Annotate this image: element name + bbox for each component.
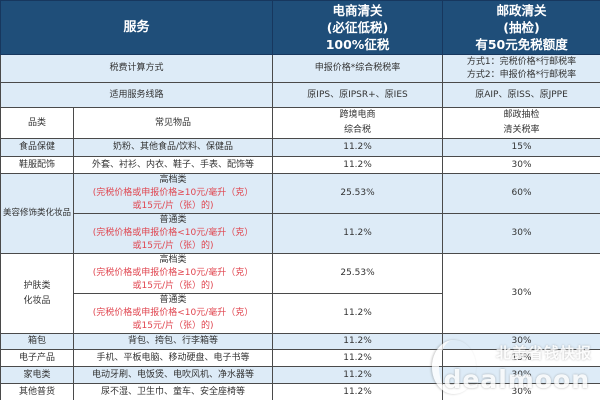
tax-method-postal: 方式1：完税价格*行邮税率 方式2：申报价格*行邮税率 [442, 54, 600, 83]
postal-rate-cell: 30% [442, 156, 600, 174]
category-column-header: 品类 [0, 107, 74, 139]
ecommerce-rate-cell: 11.2% [272, 138, 444, 157]
beauty-normal-condition-cont: 或15元/片（张）的) [132, 241, 214, 251]
items-cell: 电动牙刷、电饭煲、电吹风机、净水器等 [72, 366, 274, 384]
ecommerce-rate-cell: 11.2% [272, 213, 444, 254]
postal-rate-cell: 30% [442, 213, 600, 254]
items-cell: 手机、平板电脑、移动硬盘、电子书等 [72, 349, 274, 367]
service-lines-row: 适用服务线路 原IPS、原IPSR+、原IES 原AIP、原ISS、原JPPE [0, 82, 600, 108]
items-cell: 奶粉、其他食品/饮料、保健品 [72, 138, 274, 157]
skincare-high-label: 高档类 [159, 255, 187, 265]
skincare-postal-rate-cell: 30% [442, 253, 600, 334]
beauty-normal-label: 普通类 [159, 215, 187, 225]
table-row: 鞋服配饰 外套、衬衫、内衣、鞋子、手表、配饰等 11.2% 30% [0, 156, 600, 174]
category-cell: 食品保健 [0, 138, 74, 157]
service-lines-postal: 原AIP、原ISS、原JPPE [442, 82, 600, 108]
skincare-high-condition: (完税价格或申报价格≥10元/毫升（克） [92, 268, 254, 278]
ecommerce-rate-cell: 11.2% [272, 333, 444, 350]
beauty-high-label: 高档类 [159, 175, 187, 185]
skincare-category-line2: 化妆品 [23, 295, 51, 306]
skincare-normal-label: 普通类 [159, 295, 187, 305]
category-cell: 箱包 [0, 333, 74, 350]
postal-header: 邮政清关 (抽检) 有50元免税额度 [442, 0, 600, 55]
postal-rate-header-line1: 邮政抽检 [503, 110, 540, 120]
column-header-row: 品类 常见物品 跨境电商 综合税 邮政抽检 清关税率 [0, 107, 600, 139]
beauty-high-row: 美容修饰类化妆品 高档类 (完税价格或申报价格≥10元/毫升（克） 或15元/片… [0, 173, 600, 254]
beauty-normal-condition: (完税价格或申报价格<10元/毫升（克） [92, 228, 254, 238]
postal-rate-cell: 60% [442, 173, 600, 214]
category-cell: 鞋服配饰 [0, 156, 74, 174]
postal-rate-cell: 30% [442, 383, 600, 400]
ecommerce-rate-cell: 25.53% [272, 253, 444, 294]
ecommerce-rate-header-line1: 跨境电商 [339, 110, 376, 120]
skincare-high-items: 高档类 (完税价格或申报价格≥10元/毫升（克） 或15元/片（张）的) [72, 253, 274, 294]
skincare-normal-items: 普通类 (完税价格或申报价格<10元/毫升（克） 或15元/片（张）的) [72, 293, 274, 334]
category-cell: 电子产品 [0, 349, 74, 367]
beauty-high-condition-cont: 或15元/片（张）的) [132, 201, 214, 211]
service-lines-ecommerce: 原IPS、原IPSR+、原IES [272, 82, 444, 108]
beauty-normal-items: 普通类 (完税价格或申报价格<10元/毫升（克） 或15元/片（张）的) [72, 213, 274, 254]
ecommerce-rate-cell: 11.2% [272, 383, 444, 400]
postal-subtitle: (抽检) [503, 20, 540, 35]
postal-title: 邮政清关 [496, 3, 547, 18]
items-cell: 尿不湿、卫生巾、童车、安全座椅等 [72, 383, 274, 400]
table-row: 其他普货 尿不湿、卫生巾、童车、安全座椅等 11.2% 30% [0, 383, 600, 400]
ecommerce-rate-cell: 11.2% [272, 293, 444, 334]
table-row: 电子产品 手机、平板电脑、移动硬盘、电子书等 11.2% 15% [0, 349, 600, 367]
tax-method-ecommerce: 申报价格*综合税税率 [272, 54, 444, 83]
ecommerce-header: 电商清关 (必征低税) 100%征税 [272, 0, 444, 55]
beauty-high-items: 高档类 (完税价格或申报价格≥10元/毫升（克） 或15元/片（张）的) [72, 173, 274, 214]
ecommerce-rate-header-line2: 综合税 [344, 125, 372, 135]
ecommerce-rate-cell: 11.2% [272, 349, 444, 367]
postal-note: 有50元免税额度 [475, 37, 568, 52]
header-row: 服务 电商清关 (必征低税) 100%征税 邮政清关 (抽检) 有50元免税额度 [0, 0, 600, 55]
postal-rate-column-header: 邮政抽检 清关税率 [442, 107, 600, 139]
skincare-category-cell: 护肤类 化妆品 [0, 253, 74, 334]
category-cell: 家电类 [0, 366, 74, 384]
postal-rate-cell: 30% [442, 333, 600, 350]
beauty-high-condition: (完税价格或申报价格≥10元/毫升（克） [92, 188, 254, 198]
skincare-normal-condition-cont: 或15元/片（张）的) [132, 321, 214, 331]
beauty-normal-row: 普通类 (完税价格或申报价格<10元/毫升（克） 或15元/片（张）的) 11.… [0, 213, 600, 254]
items-column-header: 常见物品 [72, 107, 274, 139]
ecommerce-note: 100%征税 [325, 37, 390, 52]
postal-rate-cell: 30% [442, 366, 600, 384]
service-lines-label: 适用服务线路 [0, 82, 274, 108]
ecommerce-subtitle: (必征低税) [326, 20, 389, 35]
skincare-normal-condition: (完税价格或申报价格<10元/毫升（克） [92, 308, 254, 318]
ecommerce-title: 电商清关 [332, 3, 383, 18]
ecommerce-rate-cell: 11.2% [272, 366, 444, 384]
ecommerce-rate-cell: 25.53% [272, 173, 444, 214]
tax-method-row: 税费计算方式 申报价格*综合税税率 方式1：完税价格*行邮税率 方式2：申报价格… [0, 54, 600, 83]
table-row: 家电类 电动牙刷、电饭煲、电吹风机、净水器等 11.2% 30% [0, 366, 600, 384]
ecommerce-rate-cell: 11.2% [272, 156, 444, 174]
service-header: 服务 [0, 0, 274, 55]
ecommerce-rate-column-header: 跨境电商 综合税 [272, 107, 444, 139]
postal-rate-header-line2: 清关税率 [503, 125, 540, 135]
skincare-high-condition-cont: 或15元/片（张）的) [132, 281, 214, 291]
skincare-high-row: 护肤类 化妆品 高档类 (完税价格或申报价格≥10元/毫升（克） 或15元/片（… [0, 253, 600, 334]
tax-method-label: 税费计算方式 [0, 54, 274, 83]
items-cell: 背包、挎包、行李箱等 [72, 333, 274, 350]
tax-method-postal-1: 方式1：完税价格*行邮税率 [466, 56, 577, 67]
category-cell: 其他普货 [0, 383, 74, 400]
beauty-category-cell: 美容修饰类化妆品 [0, 173, 74, 254]
tax-method-postal-2: 方式2：申报价格*行邮税率 [466, 69, 577, 80]
table-row: 食品保健 奶粉、其他食品/饮料、保健品 11.2% 15% [0, 138, 600, 157]
postal-rate-cell: 15% [442, 138, 600, 157]
postal-rate-cell: 15% [442, 349, 600, 367]
items-cell: 外套、衬衫、内衣、鞋子、手表、配饰等 [72, 156, 274, 174]
table-row: 箱包 背包、挎包、行李箱等 11.2% 30% [0, 333, 600, 350]
skincare-category-line1: 护肤类 [23, 280, 51, 291]
